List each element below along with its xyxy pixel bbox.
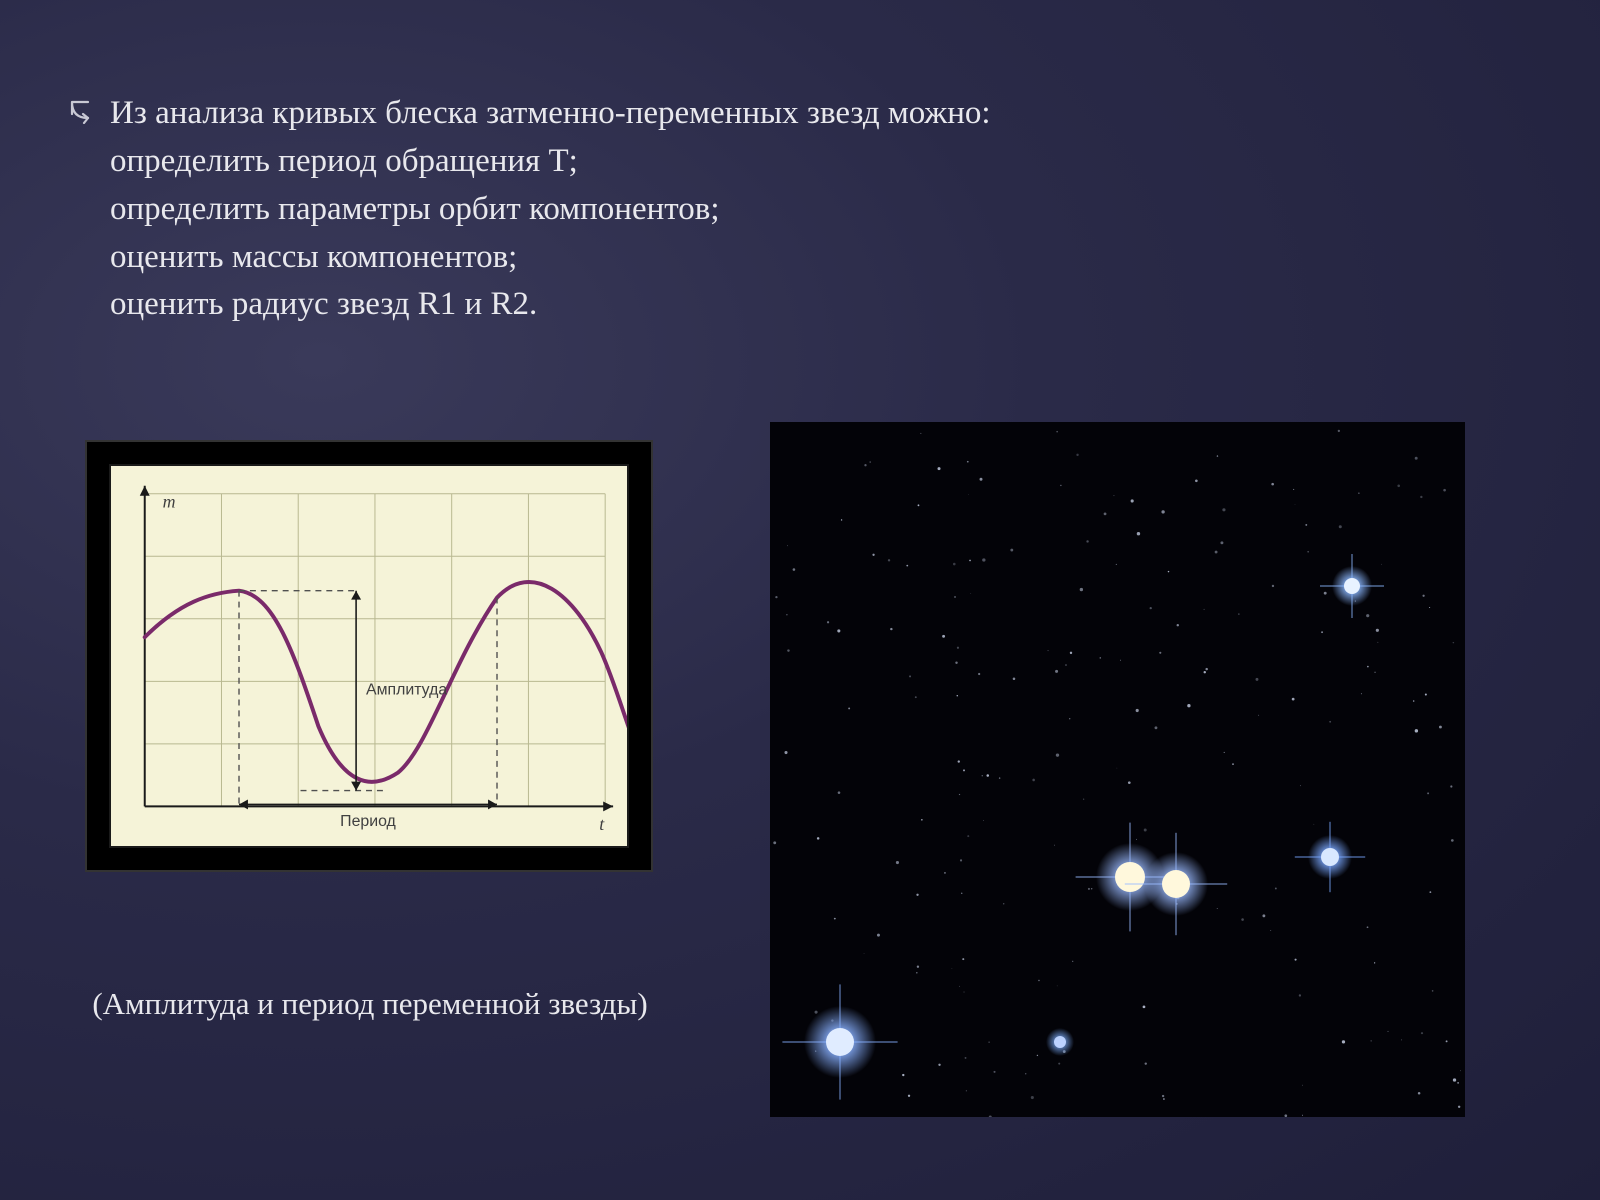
text-line-1: Из анализа кривых блеска затменно-переме… — [110, 90, 1520, 138]
svg-text:m: m — [163, 492, 176, 512]
text-line-5: оценить радиус звезд R1 и R2. — [110, 281, 1520, 329]
starfield-image — [770, 422, 1465, 1117]
chart-caption: (Амплитуда и период переменной звезды) — [60, 982, 680, 1025]
bullet-icon — [68, 98, 94, 129]
starfield-svg — [770, 422, 1465, 1117]
text-line-3: определить параметры орбит компонентов; — [110, 186, 1520, 234]
svg-text:Период: Период — [340, 813, 396, 830]
chart-svg: mtАмплитудаПериод — [111, 466, 627, 846]
svg-text:Амплитуда: Амплитуда — [366, 682, 447, 699]
text-line-4: оценить массы компонентов; — [110, 234, 1520, 282]
body-text: Из анализа кривых блеска затменно-переме… — [110, 90, 1520, 329]
text-line-2: определить период обращения Т; — [110, 138, 1520, 186]
light-curve-chart: mtАмплитудаПериод — [85, 440, 653, 872]
